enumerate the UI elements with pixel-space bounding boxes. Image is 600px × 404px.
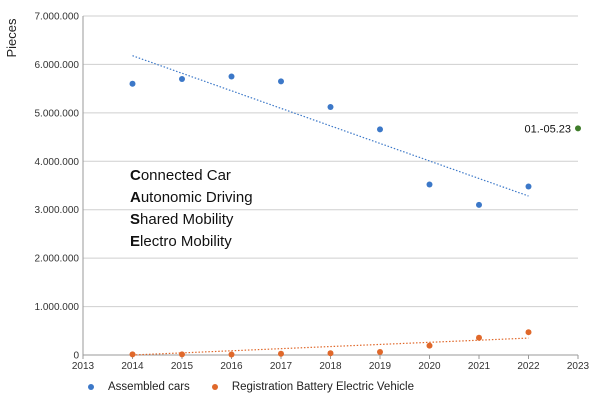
- point-series-2-2017: [278, 350, 284, 357]
- legend-marker-bev-registration: [211, 384, 218, 390]
- point-series-2-2014: [129, 351, 136, 358]
- point-series-1-2018: [327, 104, 334, 111]
- y-tick-label: 1.000.000: [35, 302, 80, 313]
- legend: Assembled cars Registration Battery Elec…: [88, 381, 414, 393]
- x-tick-label: 2023: [567, 361, 590, 372]
- x-tick-label: 2022: [517, 361, 540, 372]
- annotation-line-4: Electro Mobility: [130, 233, 232, 250]
- x-tick-label: 2013: [72, 361, 95, 372]
- point-series-1-2015: [179, 75, 185, 82]
- annotation-line-2: Autonomic Driving: [130, 189, 253, 206]
- x-tick-label: 2019: [369, 361, 392, 372]
- point-series-1-2019: [377, 126, 383, 133]
- legend-marker-assembled-cars: [88, 384, 94, 390]
- x-tick-label: 2014: [121, 361, 144, 372]
- x-tick-label: 2021: [468, 361, 491, 372]
- trendlines: [132, 55, 529, 356]
- annotation-line-3: Shared Mobility: [130, 211, 234, 228]
- point-series-2-2016: [228, 351, 235, 358]
- point-series-2-2018: [327, 350, 334, 357]
- legend-label-bev-registration: Registration Battery Electric Vehicle: [231, 381, 414, 393]
- axes: [82, 16, 578, 356]
- extra-point: [575, 125, 581, 132]
- annotation-line-1: Connected Car: [130, 167, 231, 184]
- point-series-2-2022: [525, 329, 532, 336]
- y-tick-label: 7.000.000: [35, 12, 80, 23]
- point-series-2-2019: [377, 348, 383, 355]
- y-axis-ticks: 0 1.000.000 2.000.000 3.000.000 4.000.000 5.0…: [35, 12, 80, 362]
- point-series-1-2017: [278, 78, 284, 85]
- point-series-1-2021: [476, 201, 482, 208]
- legend-label-assembled-cars: Assembled cars: [108, 381, 190, 393]
- gridlines: [83, 15, 578, 356]
- data-points: [129, 73, 532, 358]
- point-series-1-2014: [129, 80, 136, 87]
- y-tick-label: 5.000.000: [35, 108, 80, 119]
- legend-item-bev-registration: Registration Battery Electric Vehicle: [211, 381, 414, 393]
- extra-point-label: 01.-05.23: [525, 123, 571, 135]
- x-tick-label: 2017: [270, 361, 293, 372]
- point-series-1-2020: [426, 181, 433, 188]
- y-axis-label: Pieces: [4, 18, 19, 58]
- y-tick-label: 4.000.000: [35, 157, 80, 168]
- point-series-2-2021: [476, 334, 482, 341]
- y-tick-label: 3.000.000: [35, 205, 80, 216]
- x-tick-label: 2020: [418, 361, 441, 372]
- point-series-1-2022: [525, 183, 532, 190]
- legend-item-assembled-cars: Assembled cars: [88, 381, 190, 393]
- y-tick-label: 0: [73, 351, 79, 362]
- point-series-1-2016: [228, 73, 235, 80]
- x-tick-label: 2015: [171, 361, 194, 372]
- x-tick-label: 2016: [220, 361, 243, 372]
- trendline-series-1: [132, 55, 529, 197]
- point-series-2-2020: [426, 342, 433, 349]
- annotation-text: Connected Car Autonomic Driving Shared M…: [130, 167, 253, 250]
- extra-point-group: 01.-05.23: [525, 123, 581, 135]
- point-series-2-2015: [179, 351, 185, 358]
- trendline-series-2: [132, 337, 529, 356]
- x-axis-ticks: 2013 2014 2015 2016 2017 2018 2019 2020 2021 2022…: [72, 355, 590, 372]
- x-tick-label: 2018: [319, 361, 342, 372]
- y-tick-label: 6.000.000: [35, 60, 80, 71]
- y-tick-label: 2.000.000: [35, 254, 80, 265]
